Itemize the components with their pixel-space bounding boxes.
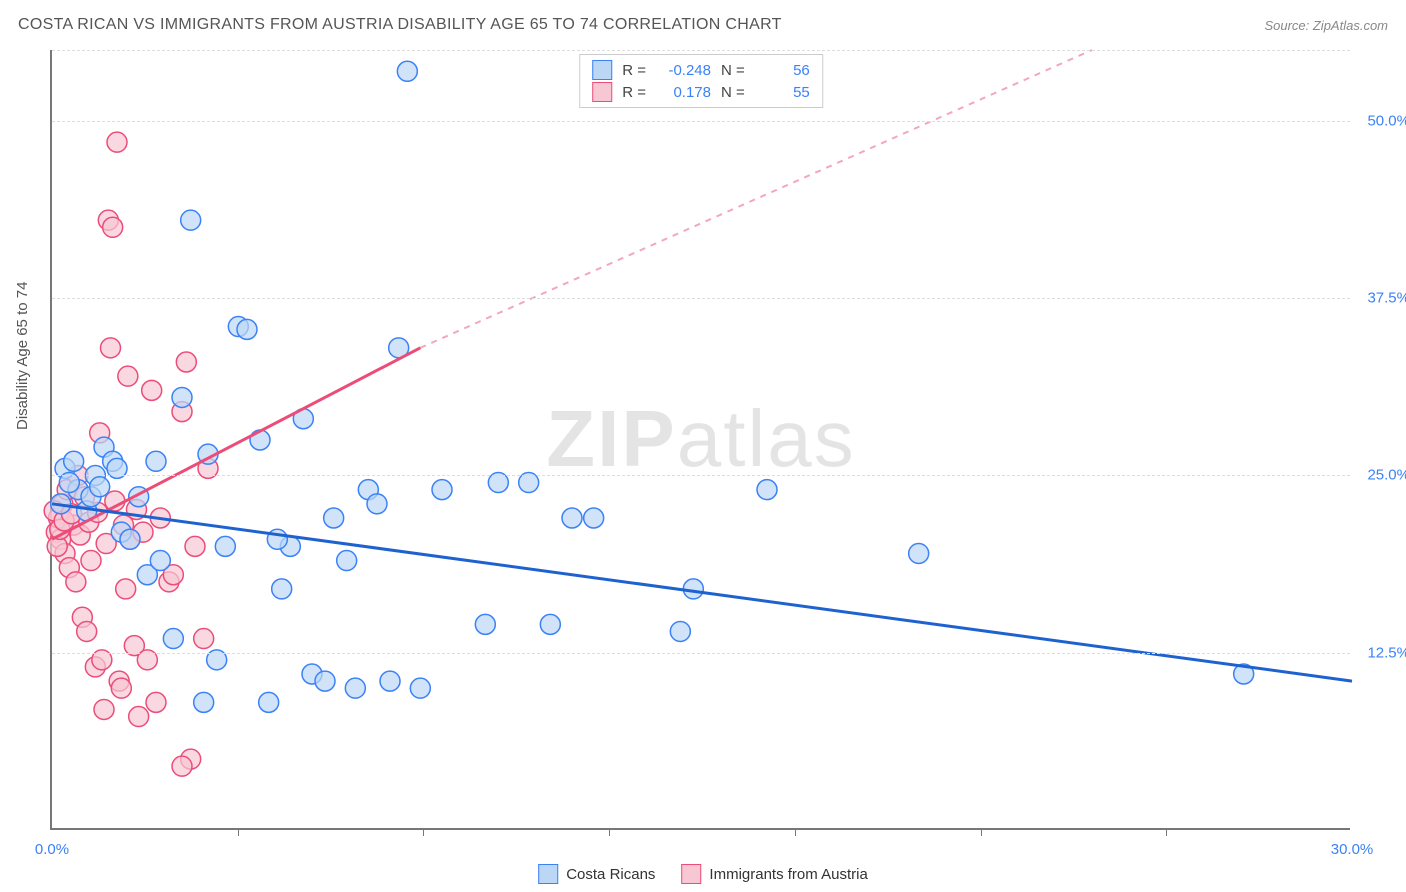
swatch-pink (681, 864, 701, 884)
swatch-blue (538, 864, 558, 884)
legend-label: Costa Ricans (566, 866, 655, 883)
gridline-h (52, 121, 1350, 122)
data-point (142, 380, 162, 400)
n-label: N = (721, 84, 745, 101)
y-tick-label: 25.0% (1355, 467, 1406, 484)
correlation-chart: COSTA RICAN VS IMMIGRANTS FROM AUSTRIA D… (0, 0, 1406, 892)
data-point (81, 551, 101, 571)
title-bar: COSTA RICAN VS IMMIGRANTS FROM AUSTRIA D… (18, 10, 1388, 40)
x-tick-label: 0.0% (35, 841, 69, 858)
data-point (146, 692, 166, 712)
swatch-blue (592, 60, 612, 80)
data-point (432, 480, 452, 500)
y-tick-label: 37.5% (1355, 290, 1406, 307)
data-point (272, 579, 292, 599)
data-point (172, 756, 192, 776)
data-point (94, 699, 114, 719)
r-label: R = (622, 84, 646, 101)
data-point (150, 551, 170, 571)
swatch-pink (592, 82, 612, 102)
legend-row-pink: R = 0.178 N = 55 (592, 81, 810, 103)
data-point (337, 551, 357, 571)
r-value: 0.178 (656, 84, 711, 101)
x-tick (981, 828, 982, 836)
gridline-h (52, 653, 1350, 654)
data-point (584, 508, 604, 528)
data-point (315, 671, 335, 691)
data-point (215, 536, 235, 556)
x-tick (1166, 828, 1167, 836)
data-point (250, 430, 270, 450)
y-tick-label: 12.5% (1355, 644, 1406, 661)
n-value: 55 (755, 84, 810, 101)
data-point (185, 536, 205, 556)
data-point (172, 387, 192, 407)
data-point (103, 217, 123, 237)
data-point (163, 629, 183, 649)
data-point (380, 671, 400, 691)
data-point (176, 352, 196, 372)
data-point (909, 543, 929, 563)
x-tick (238, 828, 239, 836)
x-tick (795, 828, 796, 836)
x-tick (423, 828, 424, 836)
data-point (194, 629, 214, 649)
data-point (116, 579, 136, 599)
data-point (670, 621, 690, 641)
legend-correlation: R = -0.248 N = 56 R = 0.178 N = 55 (579, 54, 823, 108)
legend-item-pink: Immigrants from Austria (681, 864, 867, 884)
data-point (237, 319, 257, 339)
gridline-h (52, 50, 1350, 51)
data-point (757, 480, 777, 500)
data-point (90, 477, 110, 497)
data-point (181, 210, 201, 230)
source-label: Source: ZipAtlas.com (1264, 18, 1388, 33)
data-point (107, 132, 127, 152)
data-point (101, 338, 121, 358)
n-label: N = (721, 62, 745, 79)
n-value: 56 (755, 62, 810, 79)
r-label: R = (622, 62, 646, 79)
gridline-h (52, 298, 1350, 299)
legend-series: Costa Ricans Immigrants from Austria (538, 864, 868, 884)
chart-title: COSTA RICAN VS IMMIGRANTS FROM AUSTRIA D… (18, 16, 782, 34)
data-point (410, 678, 430, 698)
y-axis-title: Disability Age 65 to 74 (14, 282, 31, 430)
legend-item-blue: Costa Ricans (538, 864, 655, 884)
plot-svg (52, 50, 1350, 828)
y-tick-label: 50.0% (1355, 112, 1406, 129)
x-tick (609, 828, 610, 836)
legend-row-blue: R = -0.248 N = 56 (592, 59, 810, 81)
data-point (397, 61, 417, 81)
data-point (194, 692, 214, 712)
data-point (77, 621, 97, 641)
data-point (562, 508, 582, 528)
data-point (475, 614, 495, 634)
data-point (345, 678, 365, 698)
data-point (367, 494, 387, 514)
trend-line (52, 504, 1352, 681)
data-point (64, 451, 84, 471)
gridline-h (52, 475, 1350, 476)
data-point (111, 678, 131, 698)
data-point (66, 572, 86, 592)
r-value: -0.248 (656, 62, 711, 79)
data-point (129, 707, 149, 727)
data-point (324, 508, 344, 528)
data-point (146, 451, 166, 471)
plot-area: ZIPatlas R = -0.248 N = 56 R = 0.178 N =… (50, 50, 1350, 830)
x-tick-label: 30.0% (1331, 841, 1374, 858)
data-point (120, 529, 140, 549)
data-point (259, 692, 279, 712)
legend-label: Immigrants from Austria (709, 866, 867, 883)
data-point (118, 366, 138, 386)
data-point (540, 614, 560, 634)
